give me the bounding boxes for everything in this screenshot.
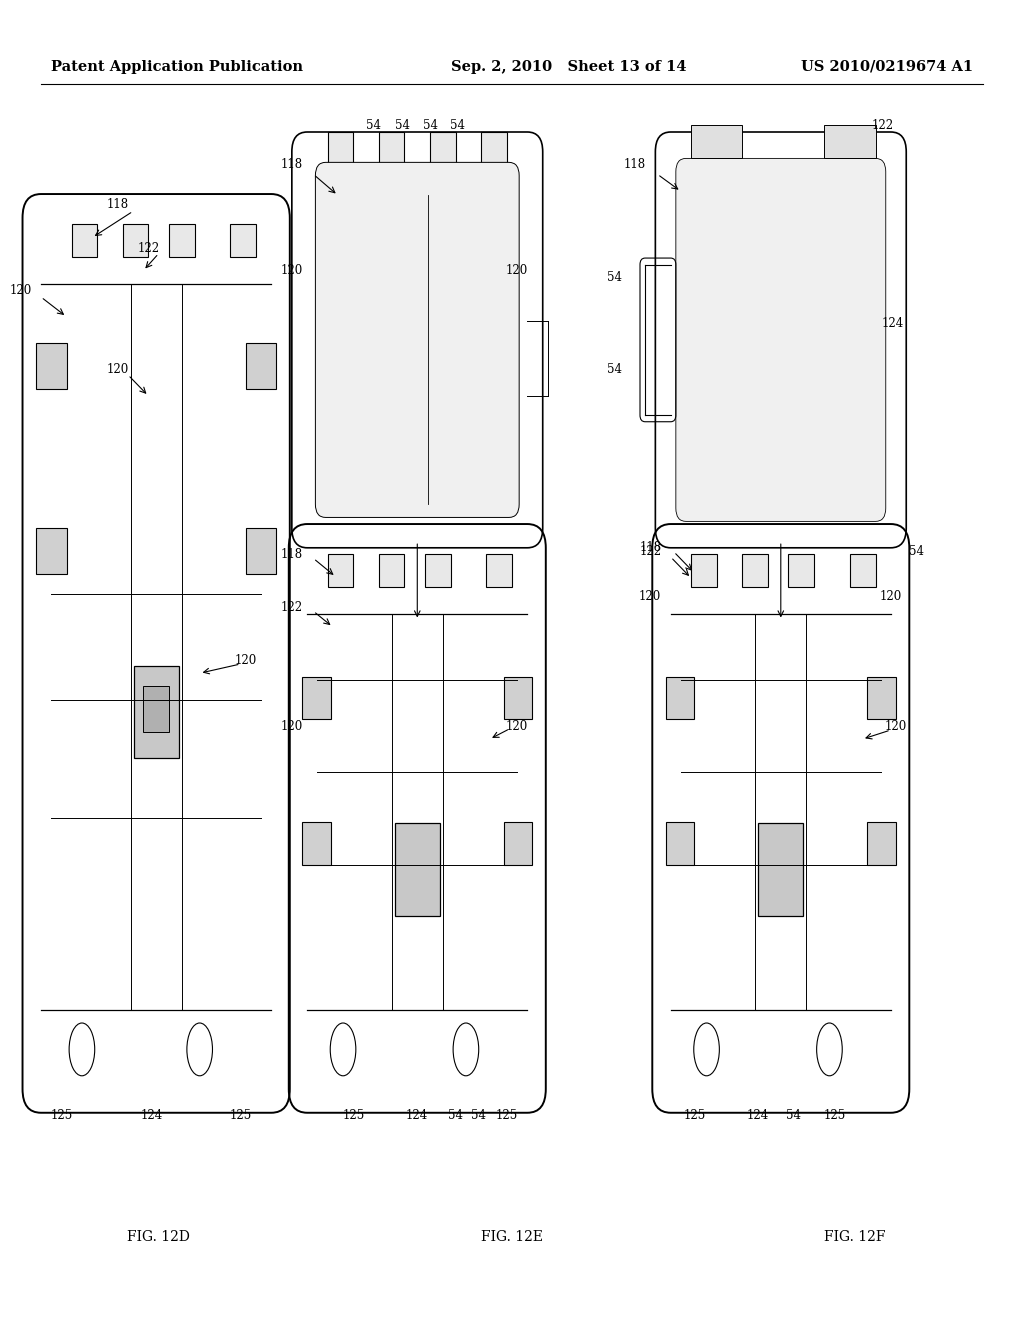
Text: 124: 124 [140,1109,163,1122]
Bar [824,125,876,158]
Bar [328,554,353,587]
Bar [788,554,814,587]
Bar [36,343,67,389]
Text: 122: 122 [281,601,303,614]
Bar [142,685,169,731]
Text: 54: 54 [395,119,410,132]
Text: 120: 120 [281,719,303,733]
Text: 122: 122 [639,545,662,558]
Text: 124: 124 [746,1109,769,1122]
Text: 120: 120 [234,653,257,667]
Text: 125: 125 [496,1109,518,1122]
Bar [425,554,451,587]
Text: Sep. 2, 2010   Sheet 13 of 14: Sep. 2, 2010 Sheet 13 of 14 [451,59,686,74]
FancyBboxPatch shape [315,162,519,517]
Bar [481,132,507,165]
Text: 118: 118 [281,548,303,561]
Text: 54: 54 [607,271,622,284]
Text: 120: 120 [9,284,32,297]
Bar [867,677,896,719]
Text: 120: 120 [885,719,907,733]
Text: 120: 120 [506,264,528,277]
Bar [504,677,532,719]
Text: 125: 125 [823,1109,846,1122]
Bar [302,677,331,719]
Text: FIG. 12E: FIG. 12E [481,1230,543,1243]
Text: US 2010/0219674 A1: US 2010/0219674 A1 [801,59,973,74]
Bar [850,554,876,587]
Bar [486,554,512,587]
Text: 54: 54 [607,363,622,376]
Bar [379,132,404,165]
Bar [328,132,353,165]
Text: 54: 54 [423,119,437,132]
Text: 54: 54 [786,1109,801,1122]
Text: 54: 54 [909,545,924,558]
Text: 120: 120 [880,590,902,603]
Bar [123,224,148,257]
Bar [430,132,456,165]
Text: 118: 118 [106,198,129,211]
Bar [666,677,694,719]
Text: FIG. 12F: FIG. 12F [824,1230,886,1243]
Bar [246,343,276,389]
Bar [302,822,331,865]
Bar [72,224,97,257]
Text: Patent Application Publication: Patent Application Publication [51,59,303,74]
Text: 120: 120 [281,264,303,277]
Bar [742,554,768,587]
Text: 125: 125 [50,1109,73,1122]
Bar [246,528,276,574]
Text: 54: 54 [449,1109,463,1122]
FancyBboxPatch shape [676,158,886,521]
Text: 118: 118 [281,158,303,172]
Bar [666,822,694,865]
Bar [504,822,532,865]
Bar [691,125,742,158]
Text: 118: 118 [624,158,646,172]
Text: 122: 122 [871,119,894,132]
Text: 54: 54 [471,1109,485,1122]
Text: 54: 54 [451,119,465,132]
Bar [169,224,195,257]
Bar [133,665,178,758]
Text: 124: 124 [882,317,904,330]
Text: 125: 125 [683,1109,706,1122]
Text: 118: 118 [639,541,662,554]
Bar [36,528,67,574]
Bar [394,824,439,916]
Text: 125: 125 [342,1109,365,1122]
Text: 125: 125 [229,1109,252,1122]
Bar [867,822,896,865]
Text: 124: 124 [406,1109,428,1122]
Text: 122: 122 [137,242,160,255]
Bar [758,824,804,916]
Text: 120: 120 [639,590,662,603]
Bar [379,554,404,587]
Bar [691,554,717,587]
Text: FIG. 12D: FIG. 12D [127,1230,190,1243]
Text: 54: 54 [367,119,381,132]
Text: 120: 120 [506,719,528,733]
Text: 120: 120 [106,363,129,376]
Bar [230,224,256,257]
